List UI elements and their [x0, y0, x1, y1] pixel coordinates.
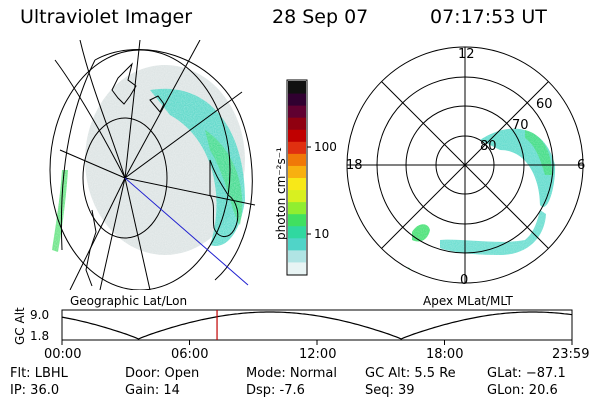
- colorbar-cell: [288, 81, 306, 94]
- colorbar-label-100: 100: [314, 140, 337, 154]
- time-label: 07:17:53 UT: [430, 6, 547, 28]
- time-tick-1800: 18:00: [426, 347, 464, 362]
- glon-status: GLon: 20.6: [487, 383, 558, 398]
- colorbar-cell: [288, 177, 306, 191]
- colorbar: [286, 79, 311, 276]
- geographic-caption: Geographic Lat/Lon: [70, 294, 188, 308]
- colorbar-cell: [288, 105, 306, 118]
- time-tick-2359: 23:59: [552, 347, 590, 362]
- altitude-plot: [61, 309, 573, 345]
- colorbar-cell: [288, 93, 306, 106]
- time-tick-1200: 12:00: [299, 347, 337, 362]
- mode-status: Mode: Normal: [246, 366, 337, 381]
- colorbar-cell: [288, 261, 306, 275]
- gc-alt-status: GC Alt: 5.5 Re: [365, 366, 456, 381]
- altitude-x-ticks: [61, 340, 573, 345]
- colorbar-label-10: 10: [314, 227, 330, 241]
- gain-status: Gain: 14: [125, 383, 180, 398]
- mlat-label-60: 60: [536, 97, 553, 112]
- mlt-label-6: 6: [577, 158, 586, 173]
- time-tick-0000: 00:00: [44, 347, 82, 362]
- ip-status: IP: 36.0: [10, 383, 60, 398]
- geo-coastlines: [85, 62, 239, 287]
- altitude-orbit-curve: [61, 311, 573, 340]
- geo-lat-circle-inner: [82, 117, 168, 239]
- colorbar-cell: [288, 117, 306, 130]
- apex-caption: Apex MLat/MLT: [423, 294, 513, 308]
- altitude-tick-low: 1.8: [30, 329, 50, 343]
- mlat-label-80: 80: [480, 139, 497, 154]
- date-label: 28 Sep 07: [272, 6, 369, 28]
- instrument-title: Ultraviolet Imager: [20, 6, 193, 28]
- colorbar-cell: [288, 141, 306, 154]
- altitude-axis-label: GC Alt: [13, 307, 27, 345]
- colorbar-cell: [288, 129, 306, 142]
- altitude-tick-high: 9.0: [30, 308, 50, 322]
- colorbar-cell: [288, 249, 306, 263]
- dsp-status: Dsp: -7.6: [246, 383, 305, 398]
- colorbar-cell: [288, 237, 306, 251]
- colorbar-cell: [288, 225, 306, 239]
- mlt-label-0: 0: [460, 273, 469, 288]
- glat-status: GLat: −87.1: [487, 366, 566, 381]
- colorbar-cell: [288, 165, 306, 178]
- seq-status: Seq: 39: [365, 383, 415, 398]
- time-tick-0600: 06:00: [171, 347, 209, 362]
- colorbar-cells: [288, 81, 306, 275]
- colorbar-cell: [288, 213, 306, 227]
- geo-lat-circle-outer: [49, 49, 231, 290]
- geo-limb-left: [60, 59, 96, 251]
- geo-noise: [45, 40, 260, 290]
- colorbar-cell: [288, 189, 306, 203]
- colorbar-unit-label: photon cm⁻²s⁻¹: [274, 147, 288, 240]
- mlat-label-70: 70: [512, 118, 529, 133]
- filter-status: Flt: LBHL: [10, 366, 68, 381]
- geo-sun-line: [124, 177, 249, 286]
- mlt-label-18: 18: [346, 158, 363, 173]
- mlt-label-12: 12: [458, 47, 475, 62]
- colorbar-cell: [288, 201, 306, 215]
- door-status: Door: Open: [125, 366, 200, 381]
- apex-grid: [346, 46, 584, 284]
- colorbar-cell: [288, 153, 306, 166]
